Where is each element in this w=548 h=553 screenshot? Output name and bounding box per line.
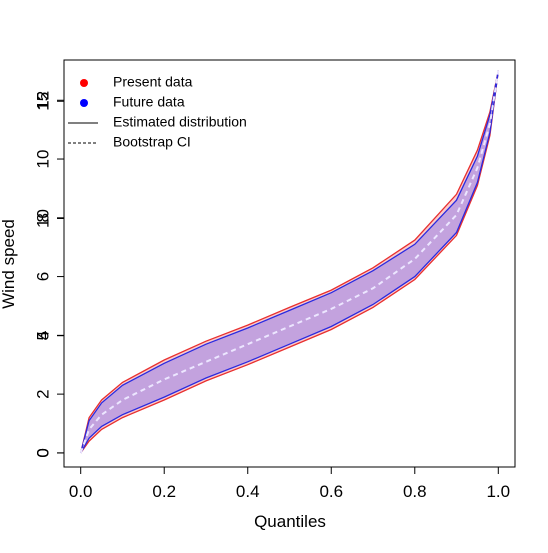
x-tick-label: 1.0 bbox=[486, 482, 510, 501]
x-tick-label: 0.0 bbox=[69, 482, 93, 501]
y-tick-label: 6 bbox=[33, 272, 52, 281]
y-tick-label: 12 bbox=[33, 91, 52, 110]
y-tick-label: 10 bbox=[33, 150, 52, 169]
x-tick-label: 0.6 bbox=[319, 482, 343, 501]
x-axis-label: Quantiles bbox=[254, 512, 326, 531]
y-tick-label: 15 bbox=[33, 92, 52, 111]
ci-band bbox=[80, 70, 499, 453]
legend-key bbox=[80, 99, 88, 107]
legend-label: Future data bbox=[113, 94, 185, 110]
y-tick-label: 0 bbox=[33, 448, 52, 457]
x-tick-label: 0.4 bbox=[236, 482, 260, 501]
y-tick-label: 2 bbox=[33, 389, 52, 398]
quantile-line bbox=[79, 70, 500, 454]
y-axis-label: Wind speed bbox=[0, 219, 18, 309]
x-tick-label: 0.2 bbox=[152, 482, 176, 501]
quantile-line bbox=[80, 70, 499, 454]
legend-label: Present data bbox=[113, 74, 193, 90]
legend-label: Estimated distribution bbox=[113, 114, 247, 130]
y-tick-label: 0 bbox=[33, 448, 52, 457]
legend-key bbox=[80, 79, 88, 87]
quantile-line bbox=[80, 70, 499, 454]
quantile-line bbox=[80, 70, 499, 454]
y-tick-label: 4 bbox=[33, 331, 52, 340]
legend-label: Bootstrap CI bbox=[113, 134, 191, 150]
quantile-line bbox=[80, 70, 499, 454]
x-tick-label: 0.8 bbox=[403, 482, 427, 501]
y-tick-label: 10 bbox=[33, 209, 52, 228]
y-tick-label: 8 bbox=[33, 213, 52, 222]
y-tick-label: 5 bbox=[33, 331, 52, 340]
